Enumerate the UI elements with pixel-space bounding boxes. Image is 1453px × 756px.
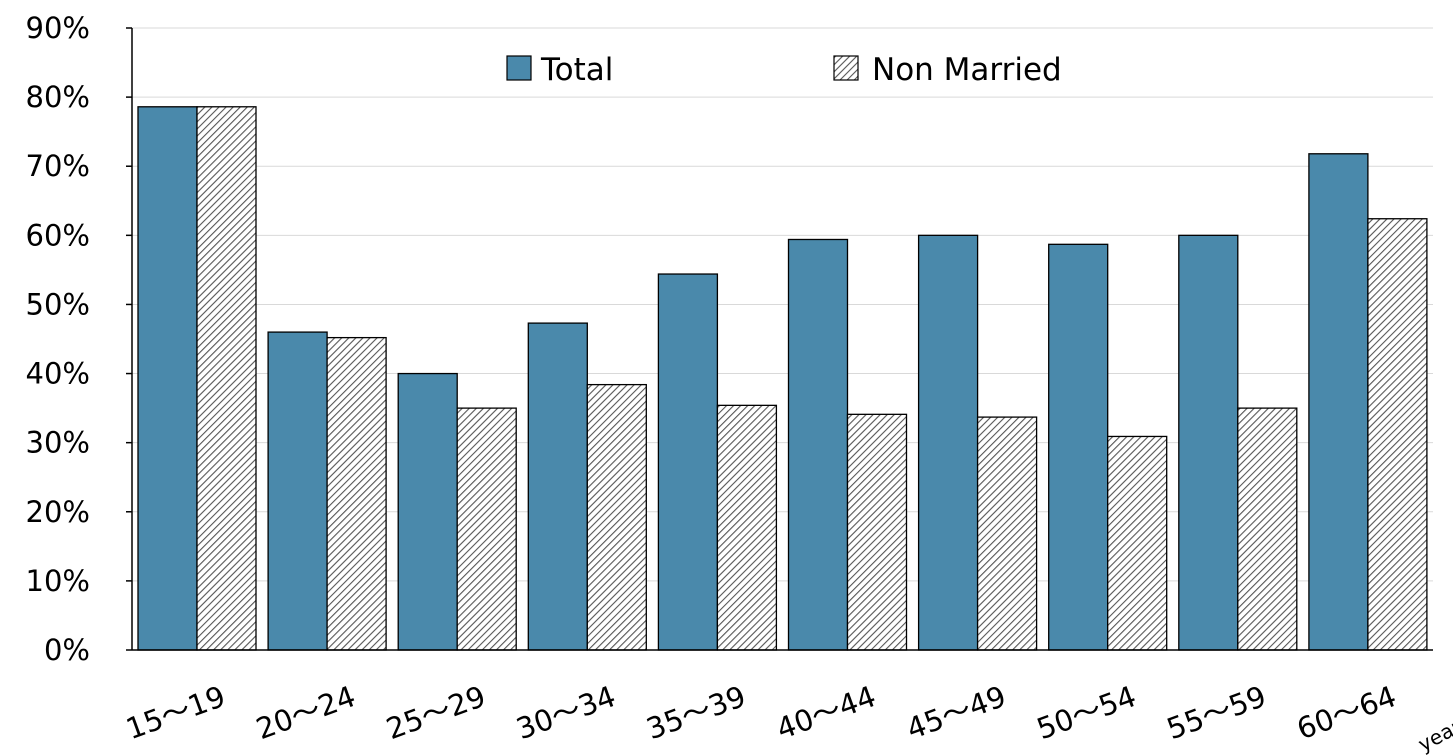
bars	[137, 106, 1428, 651]
bar-non-married	[976, 416, 1038, 651]
y-tick-label: 20%	[26, 495, 90, 529]
x-tick-label: 40～44	[772, 679, 880, 746]
bar-non-married	[846, 413, 908, 651]
y-tick-label: 10%	[26, 564, 90, 598]
bar-non-married	[1237, 407, 1298, 651]
legend-label-non-married: Non Married	[872, 52, 1062, 88]
bar-total	[527, 322, 588, 651]
y-axis-ticks: 0% 10% 20% 30% 40% 50% 60% 70% 80% 90%	[26, 11, 132, 667]
x-tick-label: 60～64	[1292, 679, 1400, 746]
bar-total	[657, 273, 719, 651]
bar-total	[1178, 234, 1239, 651]
y-tick-label: 80%	[26, 80, 90, 114]
bar-total	[1308, 153, 1369, 651]
x-tick-label: 25～29	[382, 679, 490, 746]
y-tick-label: 60%	[26, 218, 90, 252]
axes	[131, 28, 1433, 651]
bar-non-married	[456, 407, 517, 651]
bar-non-married	[716, 404, 778, 651]
bar-total	[917, 234, 979, 651]
x-tick-label: 45～49	[902, 679, 1010, 746]
y-tick-label: 30%	[26, 426, 90, 460]
legend: Total Non Married	[506, 52, 1062, 88]
bar-non-married	[586, 383, 647, 651]
y-tick-label: 40%	[26, 357, 90, 391]
x-tick-label: 15～19	[122, 679, 230, 746]
legend-swatch-total	[506, 55, 532, 81]
bar-total	[397, 372, 458, 651]
y-tick-label: 0%	[44, 633, 90, 667]
bar-total	[787, 238, 849, 651]
bar-total	[137, 106, 198, 651]
y-tick-label: 90%	[26, 11, 90, 45]
bar-non-married	[1107, 435, 1168, 651]
legend-label-total: Total	[540, 52, 613, 88]
bar-non-married	[326, 336, 387, 651]
bar-non-married	[1367, 218, 1428, 651]
x-axis-unit-label: years old	[1414, 692, 1453, 756]
x-tick-label: 30～34	[512, 679, 620, 746]
y-tick-label: 50%	[26, 287, 90, 321]
x-axis-ticks: 15～19 20～24 25～29 30～34 35～39 40～44 45～49 50～54…	[122, 679, 1401, 746]
y-tick-label: 70%	[26, 149, 90, 183]
x-tick-label: 35～39	[642, 679, 750, 746]
legend-swatch-non-married	[833, 55, 859, 81]
x-tick-label: 50～54	[1032, 679, 1140, 746]
x-tick-label: 20～24	[252, 679, 360, 746]
bar-total	[1048, 243, 1109, 651]
x-tick-label: 55～59	[1162, 679, 1270, 746]
bar-total	[267, 331, 328, 651]
bar-non-married	[196, 106, 257, 651]
